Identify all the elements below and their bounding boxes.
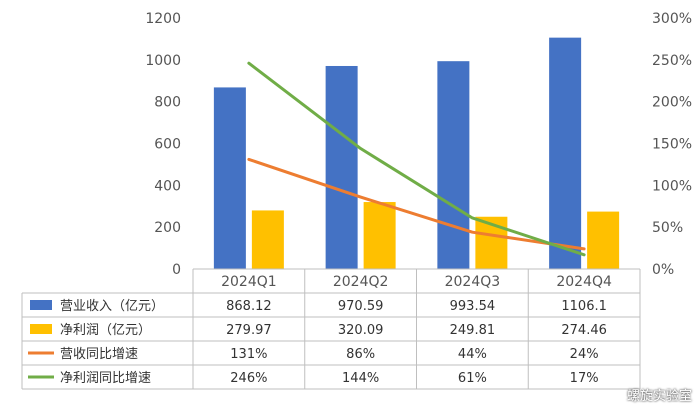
line-profit-growth	[247, 61, 586, 257]
bar-revenue	[213, 87, 246, 269]
y-right-tick-label: 100%	[652, 178, 692, 194]
legend-swatch	[30, 300, 52, 310]
data-label: 17%	[570, 371, 599, 386]
data-label: 246%	[230, 371, 267, 386]
data-label: 320.09	[338, 323, 384, 338]
data-label: 274.46	[561, 323, 607, 338]
data-label: 993.54	[450, 299, 496, 314]
legend-swatch	[30, 324, 52, 334]
legend-label: 净利润（亿元）	[60, 323, 151, 338]
data-label: 44%	[458, 347, 487, 362]
data-label: 868.12	[226, 299, 272, 314]
y-right-tick-label: 300%	[652, 11, 692, 27]
y-right-tick-label: 0%	[652, 262, 674, 278]
y-right-tick-label: 50%	[652, 220, 683, 236]
bar-revenue	[437, 61, 470, 269]
data-label: 144%	[342, 371, 379, 386]
y-left-tick-label: 1200	[145, 11, 181, 27]
y-right-tick-label: 250%	[652, 53, 692, 69]
y-left-tick-label: 200	[154, 220, 181, 236]
x-tick-label: 2024Q3	[445, 274, 501, 290]
x-tick-label: 2024Q1	[221, 274, 277, 290]
bar-profit	[251, 210, 284, 269]
y-right-tick-label: 150%	[652, 137, 692, 153]
bar-profit	[587, 211, 620, 269]
y-right-tick-label: 200%	[652, 95, 692, 111]
y-left-tick-label: 1000	[145, 53, 181, 69]
x-tick-label: 2024Q2	[333, 274, 389, 290]
data-label: 24%	[570, 347, 599, 362]
line-revenue-growth	[247, 157, 586, 251]
bar-profit	[363, 202, 396, 269]
watermark-text: 螺旋实验室	[626, 389, 692, 404]
data-label: 970.59	[338, 299, 384, 314]
data-label: 249.81	[450, 323, 496, 338]
y-left-tick-label: 600	[154, 137, 181, 153]
data-label: 61%	[458, 371, 487, 386]
legend-label: 净利润同比增速	[60, 371, 151, 386]
y-left-tick-label: 400	[154, 178, 181, 194]
y-left-tick-label: 0	[172, 262, 181, 278]
data-label: 1106.1	[561, 299, 607, 314]
x-tick-label: 2024Q4	[556, 274, 612, 290]
data-label: 131%	[230, 347, 267, 362]
legend-label: 营收同比增速	[60, 347, 138, 362]
data-label: 86%	[346, 347, 375, 362]
bar-revenue	[549, 37, 582, 270]
y-left-tick-label: 800	[154, 95, 181, 111]
data-label: 279.97	[226, 323, 272, 338]
legend-label: 营业收入（亿元）	[60, 299, 164, 314]
bar-revenue	[325, 65, 358, 269]
